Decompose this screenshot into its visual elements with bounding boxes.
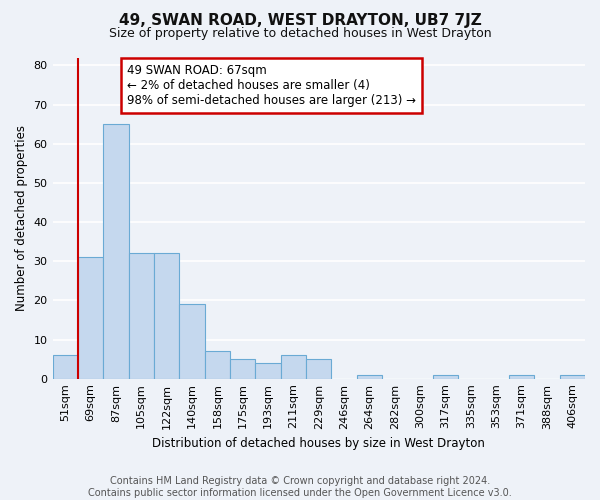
Bar — [306, 359, 331, 378]
Bar — [53, 355, 78, 378]
Bar — [560, 375, 585, 378]
Bar — [357, 375, 382, 378]
Bar — [230, 359, 256, 378]
Bar — [179, 304, 205, 378]
Bar — [128, 254, 154, 378]
X-axis label: Distribution of detached houses by size in West Drayton: Distribution of detached houses by size … — [152, 437, 485, 450]
Text: Contains HM Land Registry data © Crown copyright and database right 2024.
Contai: Contains HM Land Registry data © Crown c… — [88, 476, 512, 498]
Bar — [103, 124, 128, 378]
Y-axis label: Number of detached properties: Number of detached properties — [15, 125, 28, 311]
Text: 49, SWAN ROAD, WEST DRAYTON, UB7 7JZ: 49, SWAN ROAD, WEST DRAYTON, UB7 7JZ — [119, 12, 481, 28]
Bar — [78, 258, 103, 378]
Bar — [433, 375, 458, 378]
Bar — [205, 352, 230, 378]
Bar — [256, 363, 281, 378]
Text: 49 SWAN ROAD: 67sqm
← 2% of detached houses are smaller (4)
98% of semi-detached: 49 SWAN ROAD: 67sqm ← 2% of detached hou… — [127, 64, 416, 107]
Text: Size of property relative to detached houses in West Drayton: Size of property relative to detached ho… — [109, 28, 491, 40]
Bar — [281, 355, 306, 378]
Bar — [509, 375, 534, 378]
Bar — [154, 254, 179, 378]
